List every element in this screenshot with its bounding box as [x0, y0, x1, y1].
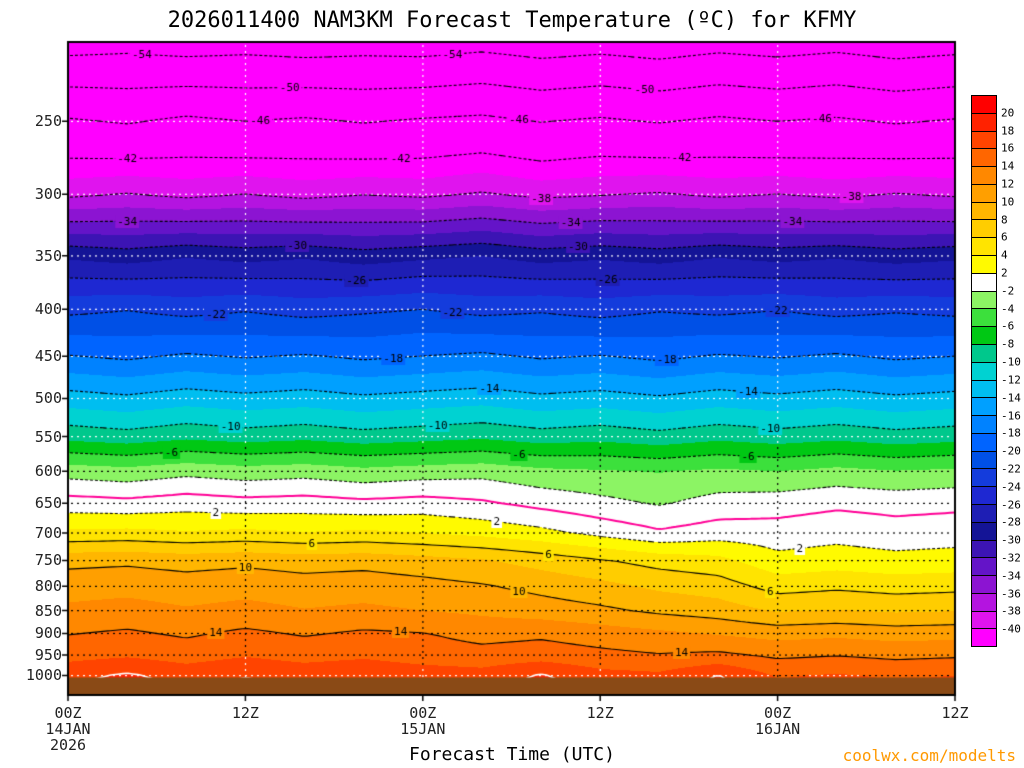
- colorbar-block: [972, 184, 996, 203]
- colorbar-block: [972, 558, 996, 577]
- pressure-tick-label: 750: [34, 551, 62, 570]
- colorbar-tick-label: -34: [1001, 569, 1021, 583]
- colorbar-tick-label: -22: [1001, 462, 1021, 476]
- colorbar-block: [972, 113, 996, 132]
- colorbar-block: [972, 576, 996, 594]
- colorbar-tick-label: 2: [1001, 266, 1008, 280]
- colorbar-block: [972, 167, 996, 185]
- pressure-tick-label: 700: [34, 523, 62, 542]
- colorbar-block: [972, 416, 996, 434]
- colorbar-tick-label: -12: [1001, 373, 1021, 387]
- colorbar-block: [972, 593, 996, 612]
- pressure-tick-label: 600: [34, 462, 62, 481]
- colorbar-tick-label: -18: [1001, 426, 1021, 440]
- colorbar-tick-label: -10: [1001, 355, 1021, 369]
- colorbar-block: [972, 238, 996, 257]
- colorbar-block: [972, 149, 996, 168]
- colorbar-block: [972, 131, 996, 150]
- colorbar-block: [972, 273, 996, 292]
- colorbar-tick-label: -16: [1001, 409, 1021, 423]
- colorbar-tick-label: 4: [1001, 248, 1008, 262]
- colorbar-block: [972, 327, 996, 345]
- colorbar-tick-label: 12: [1001, 177, 1015, 191]
- colorbar-tick-label: -6: [1001, 319, 1015, 333]
- colorbar-block: [972, 504, 996, 523]
- colorbar-block: [972, 451, 996, 470]
- pressure-tick-label: 650: [34, 494, 62, 513]
- time-tick-label: 14JAN: [45, 720, 91, 738]
- colorbar-block: [972, 202, 996, 221]
- colorbar-block: [972, 487, 996, 505]
- pressure-tick-label: 550: [34, 427, 62, 446]
- colorbar-tick-label: -30: [1001, 533, 1021, 547]
- time-tick-label: 12Z: [941, 704, 969, 722]
- pressure-tick-label: 800: [34, 577, 62, 596]
- colorbar-tick-label: 16: [1001, 141, 1015, 155]
- pressure-tick-label: 350: [34, 246, 62, 265]
- time-tick-label: 2026: [49, 736, 87, 754]
- colorbar-tick-label: 20: [1001, 106, 1015, 120]
- colorbar-tick-label: -8: [1001, 337, 1015, 351]
- colorbar-block: [972, 256, 996, 274]
- colorbar-tick-label: -20: [1001, 444, 1021, 458]
- colorbar-tick-label: -40: [1001, 622, 1021, 636]
- pressure-tick-label: 250: [34, 112, 62, 131]
- pressure-tick-label: 300: [34, 185, 62, 204]
- colorbar-tick-label: 14: [1001, 159, 1015, 173]
- colorbar-tick-label: 8: [1001, 213, 1008, 227]
- pressure-tick-label: 900: [34, 624, 62, 643]
- time-tick-label: 16JAN: [755, 720, 801, 738]
- colorbar-block: [972, 398, 996, 417]
- colorbar-tick-label: -38: [1001, 604, 1021, 618]
- colorbar: [971, 95, 997, 647]
- colorbar-block: [972, 96, 996, 114]
- colorbar-block: [972, 291, 996, 310]
- colorbar-tick-label: -4: [1001, 302, 1015, 316]
- pressure-tick-label: 450: [34, 347, 62, 366]
- pressure-tick-label: 400: [34, 300, 62, 319]
- colorbar-tick-label: -26: [1001, 498, 1021, 512]
- colorbar-block: [972, 522, 996, 541]
- colorbar-tick-label: -14: [1001, 391, 1021, 405]
- pressure-tick-label: 850: [34, 601, 62, 620]
- colorbar-tick-label: -24: [1001, 480, 1021, 494]
- colorbar-block: [972, 220, 996, 239]
- colorbar-tick-label: -32: [1001, 551, 1021, 565]
- colorbar-block: [972, 469, 996, 488]
- colorbar-block: [972, 362, 996, 381]
- x-axis-title: Forecast Time (UTC): [409, 744, 615, 765]
- time-tick-label: 15JAN: [400, 720, 446, 738]
- colorbar-tick-label: -36: [1001, 587, 1021, 601]
- time-tick-label: 12Z: [231, 704, 259, 722]
- colorbar-block: [972, 433, 996, 452]
- colorbar-block: [972, 611, 996, 630]
- colorbar-block: [972, 380, 996, 399]
- colorbar-block: [972, 629, 996, 647]
- colorbar-tick-label: 6: [1001, 230, 1008, 244]
- pressure-tick-label: 1000: [25, 666, 62, 685]
- time-tick-label: 00Z: [764, 704, 792, 722]
- colorbar-tick-label: 18: [1001, 124, 1015, 138]
- colorbar-block: [972, 344, 996, 363]
- colorbar-tick-label: 10: [1001, 195, 1015, 209]
- time-tick-label: 00Z: [54, 704, 82, 722]
- colorbar-block: [972, 540, 996, 559]
- colorbar-tick-label: -28: [1001, 515, 1021, 529]
- pressure-tick-label: 950: [34, 645, 62, 664]
- pressure-tick-label: 500: [34, 389, 62, 408]
- colorbar-block: [972, 309, 996, 328]
- colorbar-tick-label: -2: [1001, 284, 1015, 298]
- chart-title: 2026011400 NAM3KM Forecast Temperature (…: [167, 8, 857, 33]
- time-tick-label: 12Z: [586, 704, 614, 722]
- watermark-link[interactable]: coolwx.com/modelts: [842, 746, 1016, 765]
- time-tick-label: 00Z: [409, 704, 437, 722]
